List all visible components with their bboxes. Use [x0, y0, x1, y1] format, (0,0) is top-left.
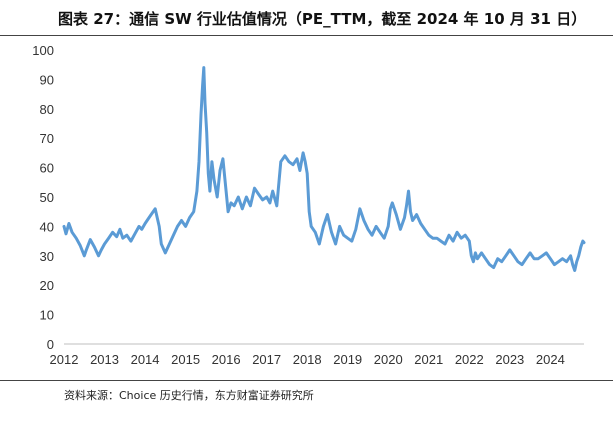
source-note: 资料来源：Choice 历史行情，东方财富证券研究所 [64, 389, 314, 402]
x-tick-label: 2013 [90, 352, 119, 367]
y-axis-ticks: 0 10 20 30 40 50 60 70 80 90 100 [32, 43, 54, 352]
y-tick-label: 80 [40, 102, 54, 117]
series-line-pe-ttm [62, 66, 586, 272]
x-tick-label: 2017 [252, 352, 281, 367]
x-tick-label: 2016 [212, 352, 241, 367]
x-tick-label: 2014 [131, 352, 160, 367]
y-tick-label: 30 [40, 249, 54, 264]
y-tick-label: 90 [40, 72, 54, 87]
y-tick-label: 60 [40, 161, 54, 176]
y-tick-label: 0 [47, 337, 54, 352]
y-tick-label: 10 [40, 308, 54, 323]
title-divider [0, 35, 613, 36]
x-tick-label: 2022 [455, 352, 484, 367]
x-tick-label: 2024 [536, 352, 565, 367]
x-tick-label: 2019 [333, 352, 362, 367]
y-tick-label: 70 [40, 131, 54, 146]
x-tick-label: 2012 [50, 352, 79, 367]
y-tick-label: 20 [40, 278, 54, 293]
x-tick-label: 2023 [495, 352, 524, 367]
y-tick-label: 100 [32, 43, 54, 58]
chart-series [62, 66, 586, 272]
x-tick-label: 2018 [293, 352, 322, 367]
x-tick-label: 2015 [171, 352, 200, 367]
x-tick-label: 2021 [414, 352, 443, 367]
x-axis-ticks: 2012 2013 2014 2015 2016 2017 2018 2019 2020 2021… [50, 352, 565, 367]
x-tick-label: 2020 [374, 352, 403, 367]
y-tick-label: 50 [40, 190, 54, 205]
y-tick-label: 40 [40, 219, 54, 234]
chart-title: 图表 27：通信 SW 行业估值情况（PE_TTM，截至 2024 年 10 月… [58, 10, 587, 28]
footer-divider [0, 380, 613, 381]
